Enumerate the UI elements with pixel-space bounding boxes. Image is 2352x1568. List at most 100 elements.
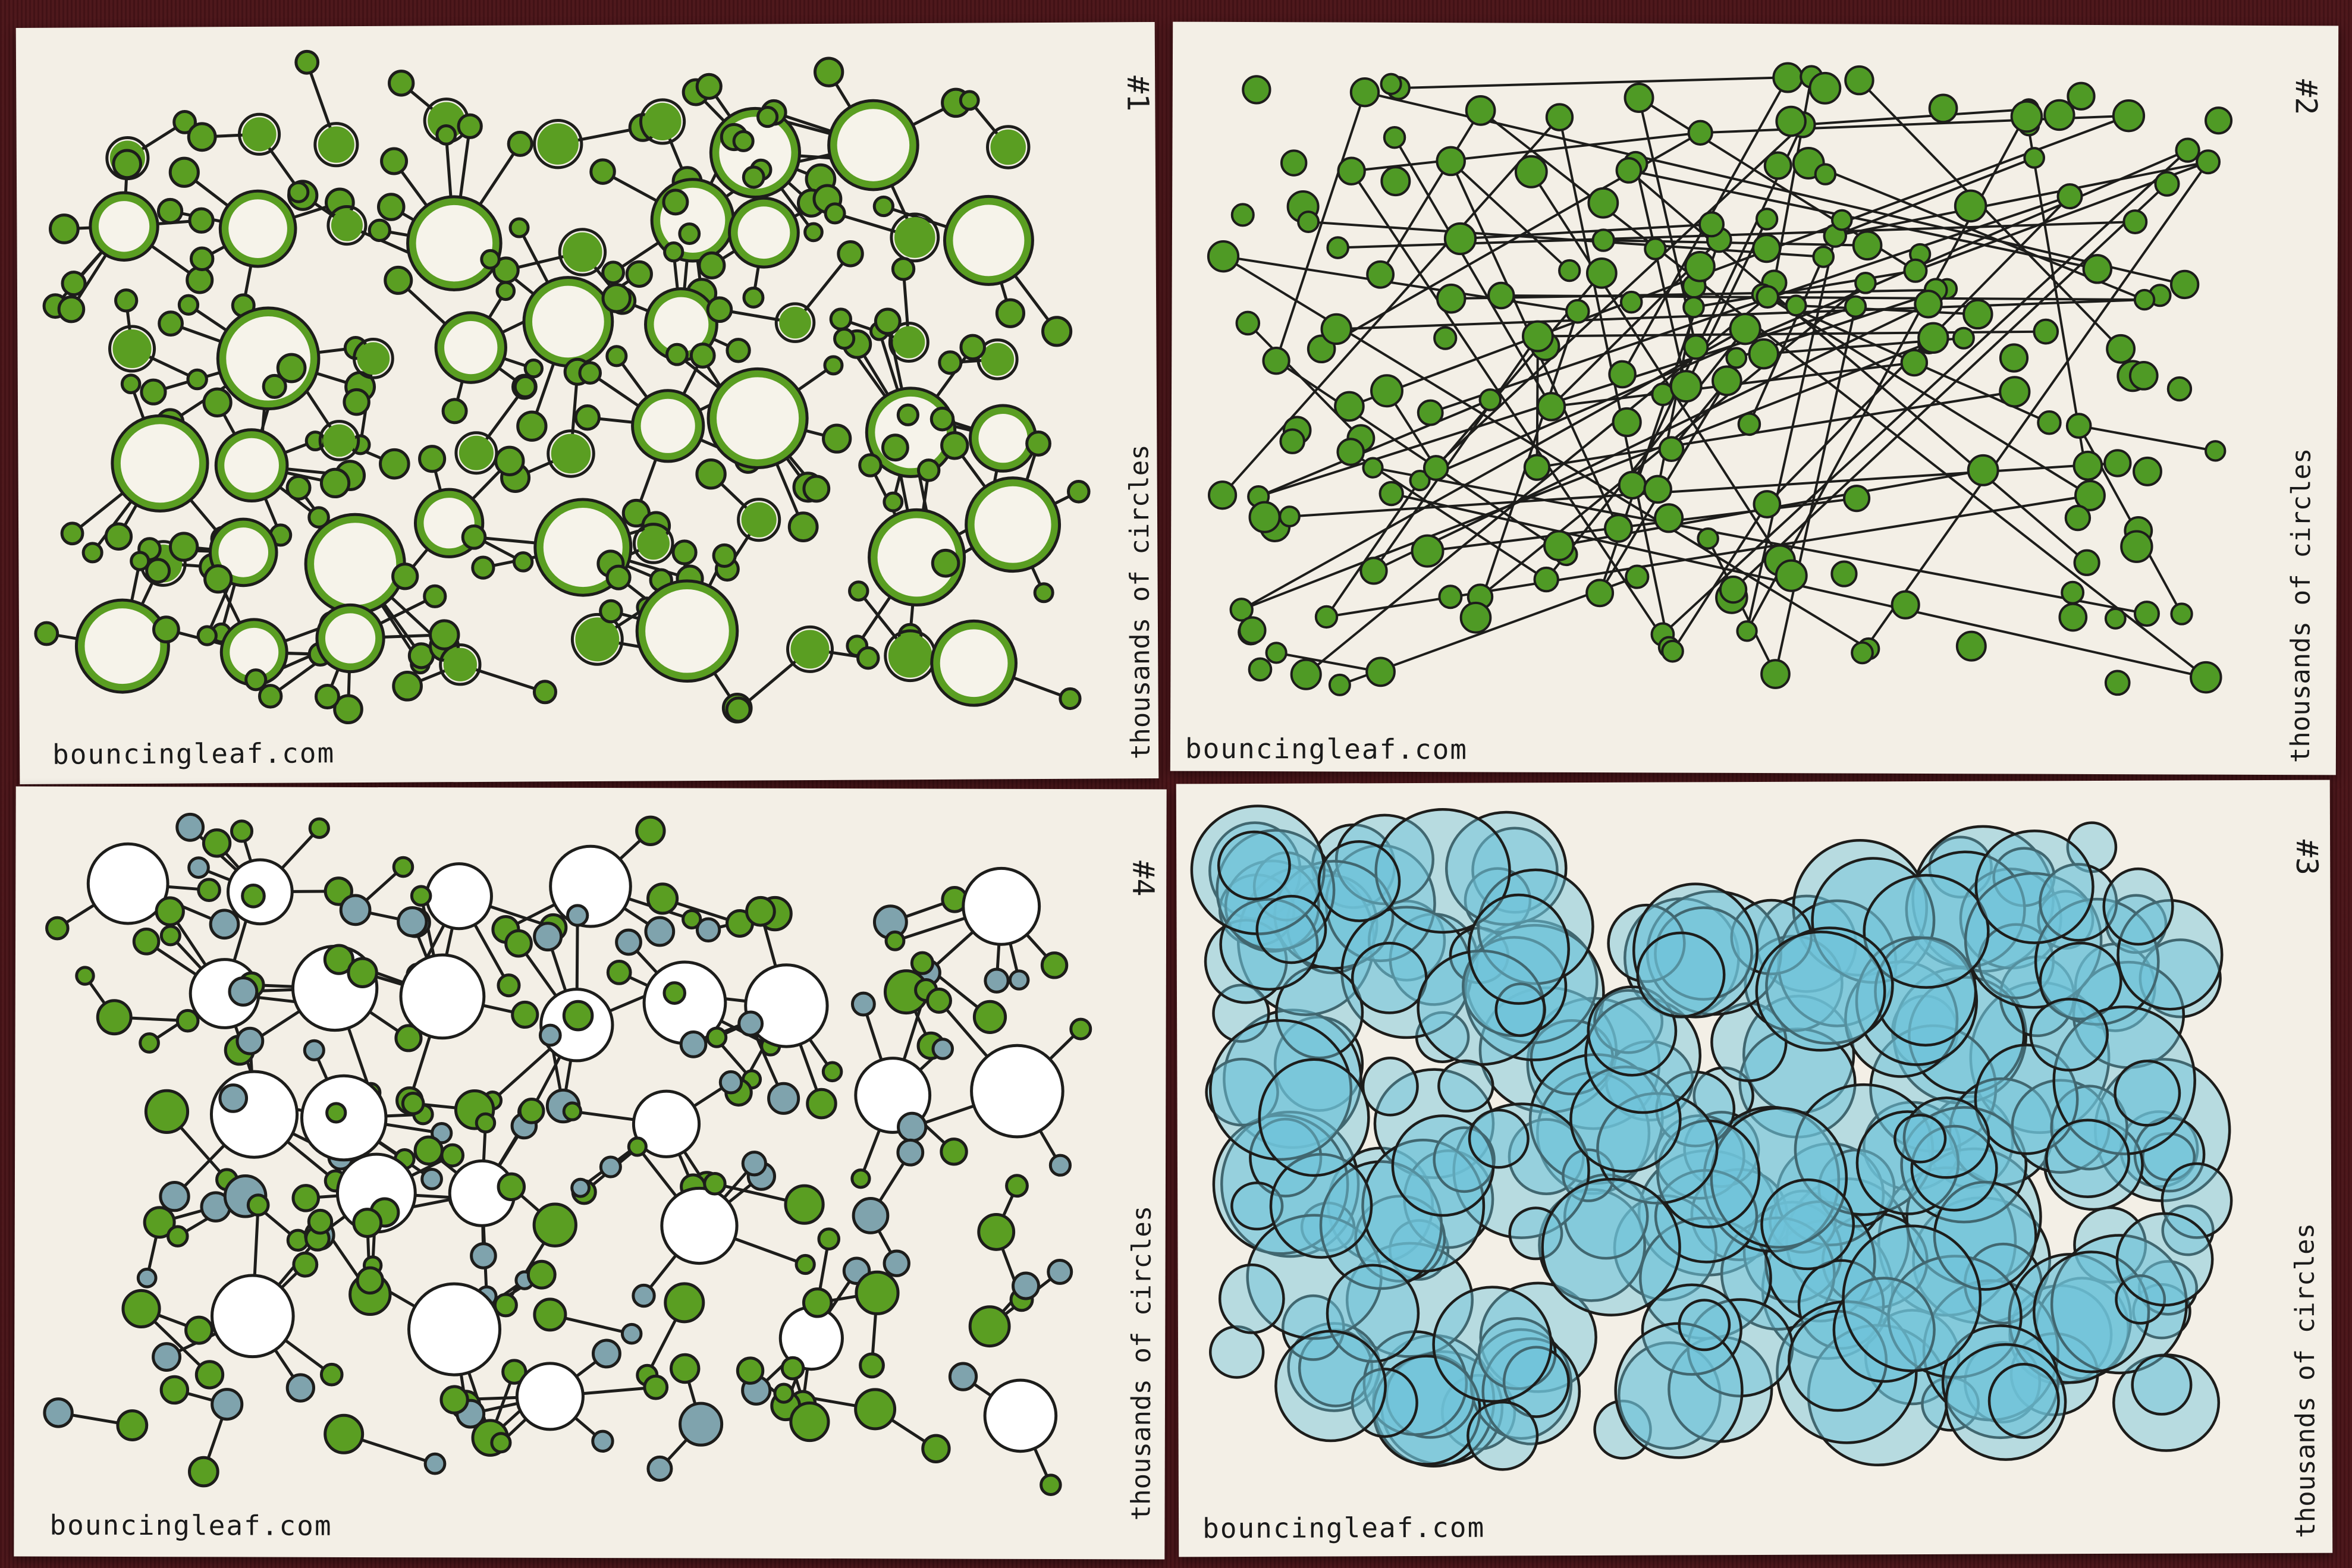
site-label: bouncingleaf.com — [52, 737, 335, 771]
green-dot — [1625, 564, 1650, 589]
green-dot — [1320, 313, 1352, 345]
circles — [43, 812, 1092, 1496]
satellite-dot — [566, 904, 589, 927]
satellite-dot — [703, 1172, 727, 1196]
hub-outline — [631, 389, 705, 463]
green-dot — [1917, 322, 1949, 354]
satellite-dot — [513, 375, 537, 398]
connector — [1276, 651, 1381, 673]
green-dot — [1378, 480, 1404, 507]
green-dot — [1756, 285, 1779, 309]
satellite-dot — [856, 646, 880, 670]
satellite-dot — [145, 558, 171, 584]
blue-circle — [1275, 965, 1364, 1060]
satellite-dot — [202, 828, 232, 858]
green-dot — [1417, 399, 1444, 426]
connector — [1325, 479, 1421, 618]
blue-circle — [1224, 859, 1320, 953]
caption-vertical: thousands of circles — [2290, 1223, 2322, 1538]
blue-circle — [1974, 829, 2094, 944]
satellite-dot — [494, 445, 525, 476]
green-dot — [1954, 189, 1987, 223]
satellite-dot — [303, 1039, 325, 1061]
green-dot — [2043, 99, 2075, 131]
green-dot — [2169, 269, 2200, 300]
satellite-dot — [695, 458, 727, 490]
hub-outline — [930, 619, 1018, 707]
satellite-dot — [471, 555, 495, 580]
hub-circle — [869, 510, 965, 605]
green-dot — [1698, 211, 1725, 238]
satellite-dot — [1008, 969, 1030, 991]
satellite-dot — [706, 296, 733, 323]
green-dot — [1438, 585, 1463, 609]
satellite-dot — [228, 976, 259, 1007]
green-dot — [2154, 171, 2180, 197]
green-dot — [1624, 83, 1654, 113]
green-dot — [1436, 283, 1467, 314]
blue-circle — [2161, 1162, 2233, 1239]
green-dot — [1207, 240, 1240, 273]
green-dot — [2037, 410, 2062, 435]
circles — [34, 49, 1091, 725]
satellite-dot — [187, 122, 217, 152]
hub-circle — [779, 306, 811, 339]
blue-circle — [1471, 827, 1559, 914]
satellite-dot — [49, 213, 80, 244]
satellite-dot — [136, 1267, 158, 1289]
green-dot — [1643, 475, 1672, 504]
blue-circle — [1596, 1092, 1719, 1205]
satellite-dot — [461, 524, 487, 550]
satellite-dot — [197, 878, 221, 903]
hub-circle — [970, 1044, 1064, 1139]
satellite-dot — [241, 883, 266, 909]
green-dot — [1962, 298, 1993, 330]
hub-circle — [983, 1378, 1058, 1453]
blue-circle — [1863, 873, 1990, 989]
satellite-dot — [159, 1180, 190, 1212]
hub-circle — [729, 198, 799, 268]
satellite-dot — [948, 1362, 978, 1391]
connector — [1364, 91, 2185, 286]
connector — [1802, 108, 2029, 126]
blue-circle — [1794, 1083, 1935, 1216]
green-dot — [1725, 347, 1748, 369]
satellite-dot — [959, 90, 980, 111]
hub-circle — [990, 129, 1026, 165]
green-dot — [1585, 579, 1615, 608]
card-2: bouncingleaf.com thousands of circles #2 — [1170, 21, 2339, 775]
green-dot — [1585, 257, 1618, 289]
blue-circle — [2033, 1250, 2150, 1374]
green-dot — [1522, 320, 1554, 353]
satellite-dot — [787, 511, 819, 543]
blue-circle — [1945, 1343, 2067, 1461]
satellite-dot — [780, 1356, 805, 1381]
connector — [1305, 296, 1769, 675]
blue-circle — [2161, 1204, 2215, 1256]
hub-circle — [931, 621, 1016, 706]
green-dot — [1523, 454, 1551, 481]
connector — [1258, 398, 1491, 498]
green-dot — [1604, 514, 1633, 543]
satellite-dot — [689, 342, 716, 369]
card-number: #3 — [2290, 839, 2325, 876]
blue-circle — [1287, 1322, 1381, 1412]
green-dot — [1914, 290, 1943, 319]
blue-circle — [1678, 1299, 1731, 1352]
green-dot — [1365, 656, 1396, 687]
hub-outline — [706, 367, 809, 469]
satellite-dot — [802, 1287, 833, 1318]
satellite-dot — [925, 987, 952, 1014]
hub-outline — [728, 196, 800, 269]
blue-circle — [1844, 960, 1959, 1078]
satellite-dot — [167, 1225, 189, 1248]
hub-circle — [854, 1388, 897, 1431]
satellite-dot — [884, 930, 906, 951]
green-dot — [2205, 106, 2233, 135]
green-dot — [1661, 639, 1684, 663]
connector — [1373, 303, 1929, 572]
connector — [1662, 149, 2188, 636]
satellite-dot — [501, 1359, 527, 1385]
satellite-dot — [175, 812, 205, 842]
green-dot — [1712, 365, 1742, 397]
